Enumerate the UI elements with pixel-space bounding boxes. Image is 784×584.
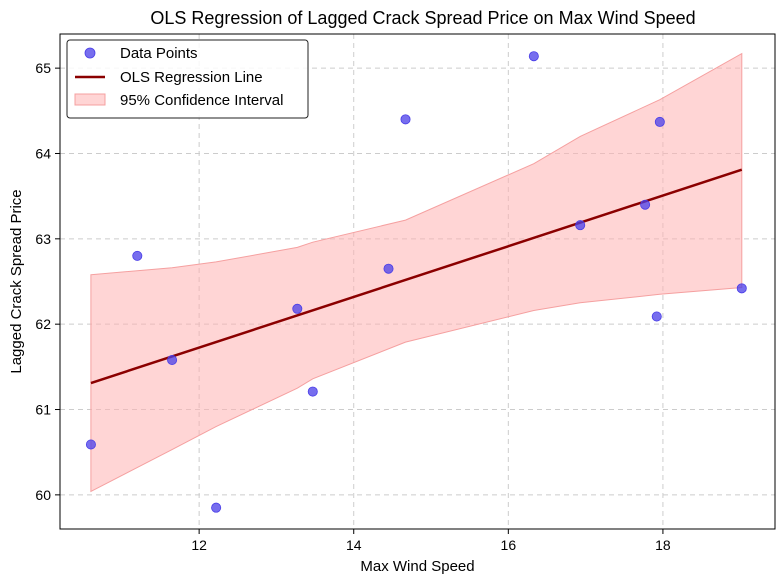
confidence-band-layer <box>90 52 743 493</box>
legend-marker-band <box>74 93 106 106</box>
legend-label-points: Data Points <box>120 45 198 62</box>
data-point <box>211 502 222 513</box>
y-tick-label: 63 <box>35 231 51 247</box>
data-point <box>640 199 651 210</box>
y-tick-label: 61 <box>35 402 51 418</box>
data-point <box>292 303 303 314</box>
y-axis-label: Lagged Crack Spread Price <box>8 189 25 373</box>
x-tick-label: 12 <box>191 537 207 553</box>
y-tick-label: 62 <box>35 316 51 332</box>
plot-frame <box>59 33 776 530</box>
confidence-band <box>90 52 743 493</box>
regression-line <box>90 168 743 385</box>
y-tick-label: 65 <box>35 60 51 76</box>
data-point <box>132 250 143 261</box>
x-tick-label: 18 <box>655 537 671 553</box>
data-points-layer <box>85 51 747 513</box>
data-point <box>400 114 411 125</box>
data-point <box>651 311 662 322</box>
data-point <box>383 263 394 274</box>
data-point <box>85 439 96 450</box>
data-point <box>654 116 665 127</box>
ticks-layer: 12 14 16 18 60 61 62 63 64 65 <box>35 60 670 553</box>
x-tick-label: 16 <box>501 537 517 553</box>
legend-label-line: OLS Regression Line <box>120 69 263 86</box>
legend-marker-points <box>84 47 96 59</box>
y-tick-label: 60 <box>35 487 51 503</box>
data-point <box>528 51 539 62</box>
y-tick-label: 64 <box>35 145 51 161</box>
data-point <box>575 220 586 231</box>
legend-label-band: 95% Confidence Interval <box>120 92 283 109</box>
legend: Data Points OLS Regression Line 95% Conf… <box>66 39 309 119</box>
data-point <box>167 355 178 366</box>
regression-line-layer <box>90 168 743 385</box>
data-point <box>307 386 318 397</box>
x-axis-label: Max Wind Speed <box>360 558 474 575</box>
data-point <box>736 283 747 294</box>
x-tick-label: 14 <box>346 537 362 553</box>
legend-box <box>66 39 309 119</box>
chart-title: OLS Regression of Lagged Crack Spread Pr… <box>150 8 695 28</box>
